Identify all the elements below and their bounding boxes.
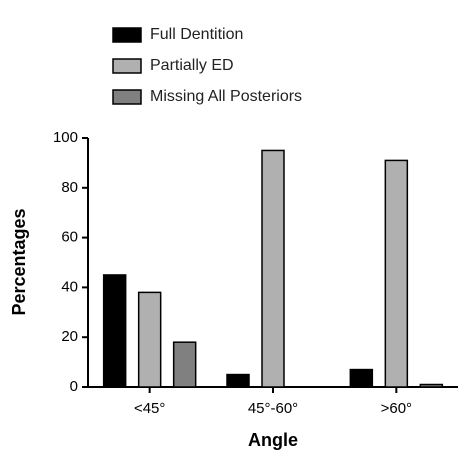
legend-text: Missing All Posteriors (150, 88, 302, 105)
bar (137, 291, 162, 388)
legend-text: Full Dentition (150, 26, 243, 43)
bar (384, 159, 409, 388)
legend-swatch (112, 58, 142, 74)
legend-swatch (112, 89, 142, 105)
x-tick-label: 45°-60° (248, 400, 298, 417)
bar (172, 341, 197, 388)
bar (226, 373, 250, 388)
y-tick-label: 40 (61, 278, 78, 295)
legend-text: Partially ED (150, 57, 234, 74)
x-tick-label: >60° (381, 400, 412, 417)
bar (349, 368, 374, 388)
y-axis-title: Percentages (9, 208, 29, 315)
y-tick-label: 20 (61, 328, 78, 345)
x-axis-title: Angle (248, 430, 298, 450)
bar (261, 149, 285, 388)
y-tick-label: 80 (61, 179, 78, 196)
bar (419, 383, 444, 388)
y-tick-label: 0 (70, 378, 78, 395)
y-tick-label: 100 (53, 129, 78, 146)
bar (102, 274, 127, 388)
x-tick-label: <45° (134, 400, 165, 417)
y-tick-label: 60 (61, 229, 78, 246)
legend-swatch (112, 27, 142, 43)
